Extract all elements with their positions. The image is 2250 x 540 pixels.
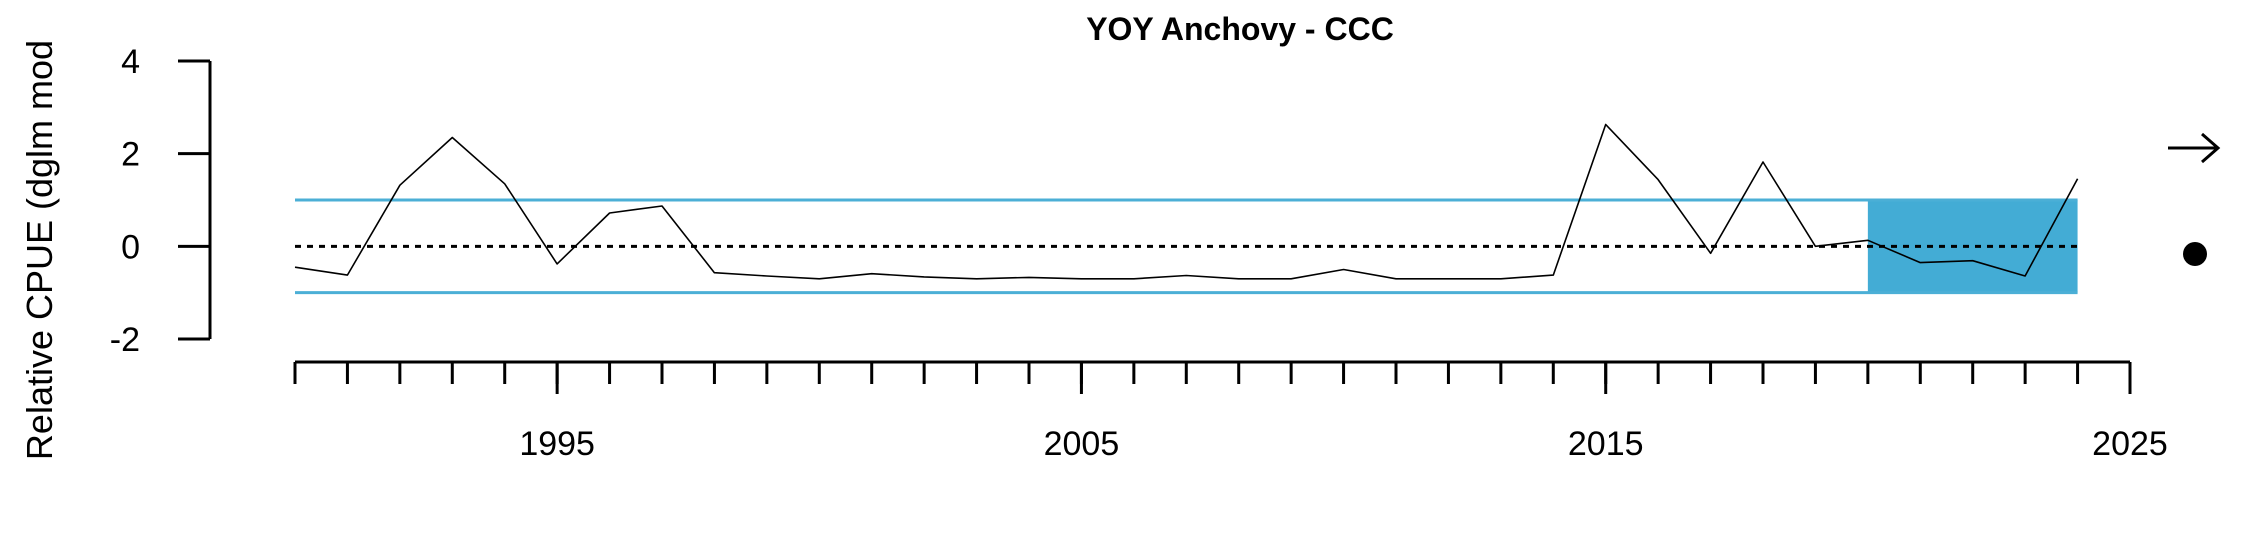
arrow-head <box>2201 132 2221 164</box>
y-tick-label: -2 <box>110 321 140 359</box>
chart-title: YOY Anchovy - CCC <box>1086 11 1394 47</box>
dot-icon <box>2183 242 2207 266</box>
x-tick-label: 1995 <box>519 425 595 463</box>
x-tick-label: 2015 <box>1568 425 1644 463</box>
y-tick-label: 0 <box>121 228 140 266</box>
highlight-layer <box>1867 200 2078 293</box>
x-tick-label: 2005 <box>1044 425 1120 463</box>
reference-lines <box>295 198 2078 295</box>
y-axis-label: Relative CPUE (dglm mod <box>19 40 60 460</box>
y-tick-label: 4 <box>121 43 140 81</box>
x-axis: 1995 2005 2015 2025 <box>293 360 2168 463</box>
series-line-0 <box>294 123 2079 280</box>
x-tick-label: 2025 <box>2092 425 2168 463</box>
arrow-right-icon <box>2168 132 2221 164</box>
highlight-recent-period <box>1867 200 2078 293</box>
y-tick-label: 2 <box>121 136 140 174</box>
series-layer <box>294 123 2079 280</box>
y-axis: -2 0 2 4 <box>110 43 212 359</box>
